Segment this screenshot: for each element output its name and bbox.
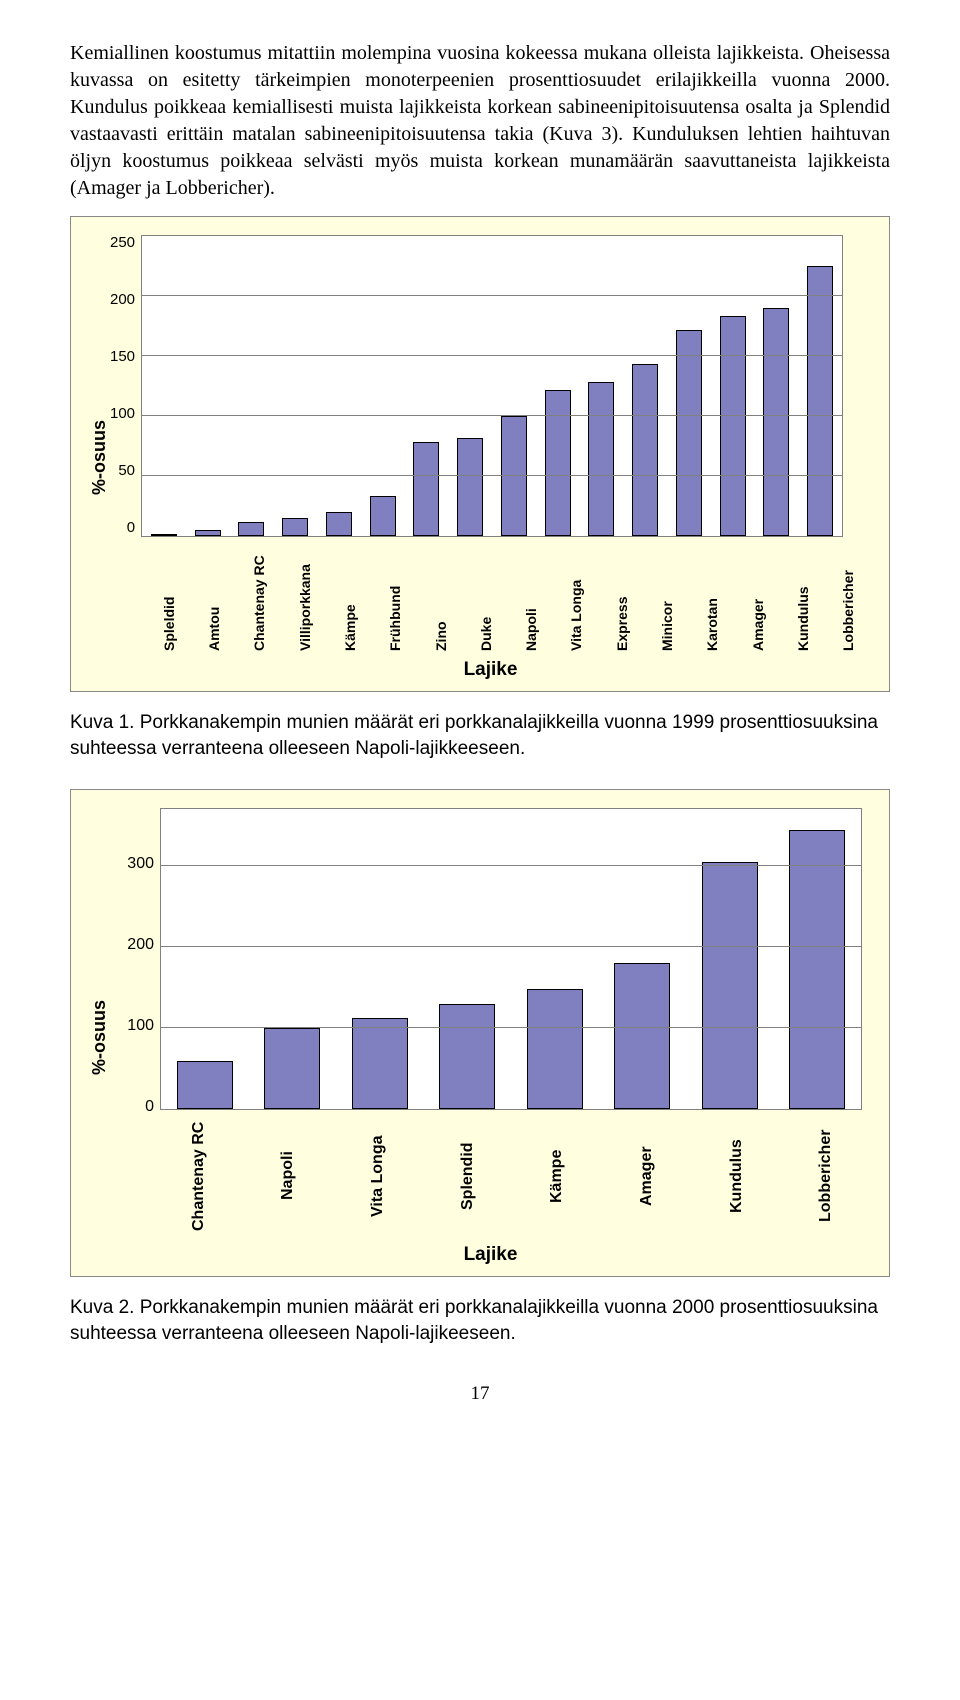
chart-2-xtick: Kämpe	[548, 1116, 566, 1236]
chart-2-panel: %-osuus 0 100 200 300 Chantenay RC Napoli Vit…	[70, 789, 890, 1277]
chart-1-bar	[720, 316, 746, 536]
chart-1-xtick: Zino	[433, 541, 449, 651]
chart-1-bar	[632, 364, 658, 536]
chart-2-xtick: Vita Longa	[369, 1116, 387, 1236]
chart-2-xlabel: Lajike	[110, 1244, 871, 1266]
chart-1-xtick: Amtou	[206, 541, 222, 651]
chart-1-gridline	[142, 295, 842, 296]
chart-2-caption: Kuva 2. Porkkanakempin munien määrät eri…	[70, 1295, 890, 1346]
chart-2-gridline	[161, 946, 861, 947]
chart-1-xtick: Villiporkkana	[297, 541, 313, 651]
chart-1-bar	[195, 530, 221, 536]
chart-2-bar	[789, 830, 845, 1110]
chart-1-bar	[807, 266, 833, 536]
chart-1-xtick: Kämpe	[342, 541, 358, 651]
chart-1-xtick: Amager	[750, 541, 766, 651]
chart-1-plot-area	[141, 235, 843, 537]
chart-1-ytick: 200	[110, 292, 135, 307]
chart-2-xtick: Amager	[638, 1116, 656, 1236]
chart-1-ytick: 100	[110, 406, 135, 421]
chart-1-xtick: Spleldid	[161, 541, 177, 651]
chart-1-xtick: Kundulus	[795, 541, 811, 651]
chart-1-xtick: Minicor	[659, 541, 675, 651]
chart-1-xspacer	[110, 537, 146, 651]
chart-2-bars	[161, 809, 861, 1109]
chart-2-bar	[527, 989, 583, 1109]
chart-1-plot-wrap: %-osuus 250 200 150 100 50 0 Spleldid Amtou Cha…	[89, 235, 871, 681]
chart-2-bar	[439, 1004, 495, 1109]
chart-1-xticks-row: Spleldid Amtou Chantenay RC Villiporkkana Kä…	[110, 537, 871, 651]
chart-1-plot-col: 250 200 150 100 50 0 Spleldid Amtou Chantenay R…	[110, 235, 871, 681]
chart-2-xticks: Chantenay RC Napoli Vita Longa Splendid Kämp…	[154, 1116, 871, 1236]
chart-1-bar	[676, 330, 702, 536]
chart-2-xtick: Kundulus	[728, 1116, 746, 1236]
chart-1-bar	[326, 512, 352, 536]
chart-2-bar	[614, 963, 670, 1109]
chart-2-ytick: 0	[145, 1098, 154, 1116]
chart-1-bar	[588, 382, 614, 536]
chart-2-ytick: 200	[127, 936, 154, 954]
chart-1-bar	[501, 416, 527, 536]
chart-1-xtick: Karotan	[704, 541, 720, 651]
chart-2-bar	[352, 1018, 408, 1109]
chart-1-bar	[763, 308, 789, 536]
chart-1-gridline	[142, 355, 842, 356]
chart-2-ylabel: %-osuus	[89, 1000, 110, 1075]
chart-2-plot-area-row: 0100200300	[110, 808, 871, 1110]
chart-1-xtick: Express	[614, 541, 630, 651]
chart-2-xtick: Splendid	[459, 1116, 477, 1236]
chart-1-ytick: 50	[118, 463, 135, 478]
chart-2-xtick: Chantenay RC	[190, 1116, 208, 1236]
chart-1-bar	[370, 496, 396, 536]
chart-2-bar	[702, 862, 758, 1109]
chart-1-panel: %-osuus 250 200 150 100 50 0 Spleldid Amtou Cha…	[70, 216, 890, 692]
chart-2-plot-wrap: %-osuus 0 100 200 300 Chantenay RC Napoli Vit…	[89, 808, 871, 1266]
chart-1-xtick: Vita Longa	[568, 541, 584, 651]
chart-1-xtick: Duke	[478, 541, 494, 651]
chart-1-ytick: 150	[110, 349, 135, 364]
chart-1-bar	[457, 438, 483, 536]
page: Kemiallinen koostumus mitattiin molempin…	[0, 0, 960, 1445]
body-paragraph: Kemiallinen koostumus mitattiin molempin…	[70, 40, 890, 202]
chart-1-xtick: Frühbund	[387, 541, 403, 651]
chart-1-bar	[238, 522, 264, 536]
chart-1-xlabel: Lajike	[110, 659, 871, 681]
chart-2-ytick: 100	[127, 1017, 154, 1035]
chart-1-xtick: Lobbericher	[840, 541, 856, 651]
chart-1-yticks: 250 200 150 100 50 0	[110, 235, 141, 535]
chart-1-bar	[282, 518, 308, 536]
chart-1-bar	[413, 442, 439, 536]
chart-1-bar	[545, 390, 571, 536]
chart-2-xspacer	[110, 1110, 154, 1236]
chart-1-caption: Kuva 1. Porkkanakempin munien määrät eri…	[70, 710, 890, 761]
chart-1-bars	[142, 236, 842, 536]
chart-2-gridline	[161, 1027, 861, 1028]
chart-1-ytick: 0	[127, 520, 135, 535]
chart-1-ytick: 250	[110, 235, 135, 250]
chart-2-plot-col: 0 100 200 300 Chantenay RC Napoli Vita Longa S…	[110, 808, 871, 1266]
chart-2-xticks-row: Chantenay RC Napoli Vita Longa Splendid Kämp…	[110, 1110, 871, 1236]
chart-1-gridline	[142, 415, 842, 416]
chart-2-plot-area	[160, 808, 862, 1110]
chart-2-yticks: 0100200300	[110, 808, 160, 1108]
chart-2-gridline	[161, 865, 861, 866]
chart-1-xtick: Chantenay RC	[251, 541, 267, 651]
chart-2-xtick: Napoli	[279, 1116, 297, 1236]
chart-2-bar	[177, 1061, 233, 1110]
page-number: 17	[70, 1383, 890, 1405]
chart-2-ytick: 300	[127, 855, 154, 873]
chart-1-gridline	[142, 475, 842, 476]
chart-1-bar	[151, 534, 177, 536]
chart-1-xtick: Napoli	[523, 541, 539, 651]
chart-1-plot-area-row: 250 200 150 100 50 0	[110, 235, 871, 537]
chart-1-ylabel: %-osuus	[89, 420, 110, 495]
chart-1-xticks: Spleldid Amtou Chantenay RC Villiporkkana Kä…	[146, 541, 871, 651]
chart-2-bar	[264, 1028, 320, 1109]
chart-2-xtick: Lobbericher	[817, 1116, 835, 1236]
